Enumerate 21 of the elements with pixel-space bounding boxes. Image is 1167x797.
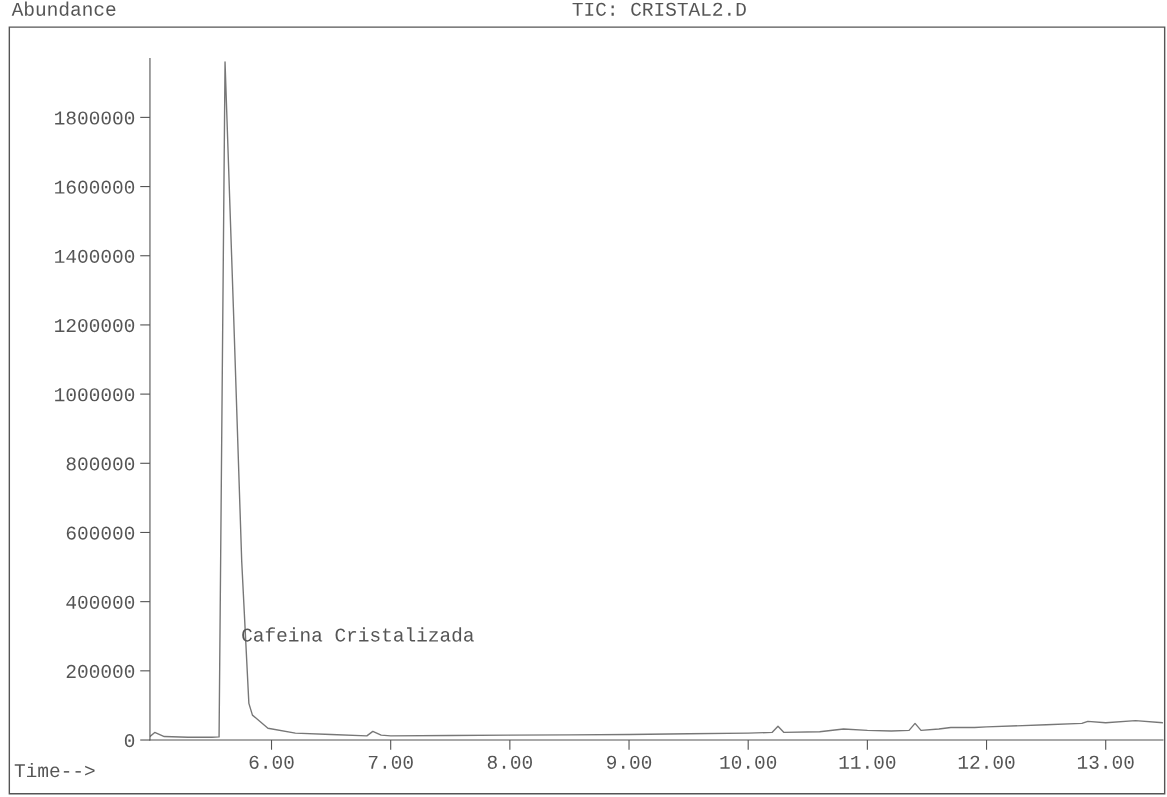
y-tick-label: 600000 bbox=[66, 526, 135, 540]
x-tick-label: 11.00 bbox=[839, 755, 896, 769]
x-axis-title: Time--> bbox=[14, 762, 95, 778]
x-tick-label: 12.00 bbox=[958, 755, 1015, 769]
y-tick-label: 1000000 bbox=[55, 388, 135, 402]
x-tick-label: 8.00 bbox=[487, 755, 532, 769]
y-tick-label: 1400000 bbox=[55, 249, 135, 263]
y-axis-title: Abundance bbox=[11, 1, 116, 16]
y-tick-label: 800000 bbox=[66, 457, 135, 471]
y-tick-label: 400000 bbox=[66, 595, 135, 609]
y-tick-label: 1600000 bbox=[55, 180, 135, 194]
y-tick-label: 200000 bbox=[66, 664, 135, 679]
y-tick-label: 0 bbox=[124, 734, 135, 748]
chart-title: TIC: CRISTAL2.D bbox=[572, 2, 746, 16]
y-tick-label: 1200000 bbox=[55, 318, 135, 333]
x-tick-label: 10.00 bbox=[720, 755, 777, 769]
x-tick-label: 13.00 bbox=[1077, 755, 1134, 769]
x-tick-label: 6.00 bbox=[249, 755, 294, 769]
x-tick-label: 9.00 bbox=[607, 755, 652, 769]
x-tick-label: 7.00 bbox=[368, 755, 413, 769]
y-tick-label: 1800000 bbox=[55, 111, 135, 125]
